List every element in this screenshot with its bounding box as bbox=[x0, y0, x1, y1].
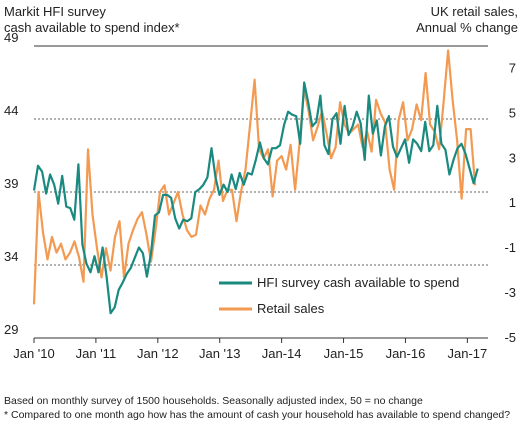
left-tick-label: 34 bbox=[4, 249, 18, 264]
right-axis-title-line2: Annual % change bbox=[416, 20, 518, 35]
line-chart: 29 34 39 44 49 -5 -3 -1 1 3 5 7 Jan '10 Jan '11 Jan '1… bbox=[4, 30, 516, 361]
left-tick-label: 39 bbox=[4, 176, 18, 191]
right-tick-label: 3 bbox=[509, 150, 516, 165]
x-tick-label: Jan-16 bbox=[386, 346, 426, 361]
right-axis-title: UK retail sales, Annual % change bbox=[416, 4, 518, 36]
left-tick-label: 49 bbox=[4, 30, 18, 45]
right-axis-title-line1: UK retail sales, bbox=[430, 4, 518, 19]
left-tick-label: 29 bbox=[4, 322, 18, 337]
x-tick-label: Jan-15 bbox=[324, 346, 364, 361]
hfi-series-line bbox=[32, 81, 479, 315]
left-axis-title-line2: cash available to spend index* bbox=[4, 20, 180, 35]
x-tick-label: Jan '12 bbox=[137, 346, 179, 361]
left-tick-label: 44 bbox=[4, 103, 18, 118]
left-axis-title-line1: Markit HFI survey bbox=[4, 4, 106, 19]
x-tick-label: Jan-14 bbox=[262, 346, 302, 361]
footnote-question: * Compared to one month ago how has the … bbox=[4, 409, 511, 421]
retail-series-line bbox=[32, 49, 477, 305]
left-axis-title: Markit HFI survey cash available to spen… bbox=[4, 4, 180, 36]
x-tick-label: Jan '10 bbox=[13, 346, 55, 361]
x-tick-label: Jan '11 bbox=[76, 346, 117, 361]
right-tick-label: 5 bbox=[509, 105, 516, 120]
right-tick-label: 7 bbox=[509, 60, 516, 75]
right-tick-label: -3 bbox=[504, 285, 516, 300]
x-tick-label: Jan '13 bbox=[199, 346, 241, 361]
footnote-method: Based on monthly survey of 1500 househol… bbox=[4, 395, 423, 407]
legend-label-retail: Retail sales bbox=[257, 301, 325, 316]
right-tick-label: -5 bbox=[504, 330, 516, 345]
right-tick-label: 1 bbox=[509, 195, 516, 210]
right-tick-label: -1 bbox=[504, 240, 516, 255]
x-tick-label: Jan-17 bbox=[447, 346, 487, 361]
legend-label-hfi: HFI survey cash available to spend bbox=[257, 275, 459, 290]
